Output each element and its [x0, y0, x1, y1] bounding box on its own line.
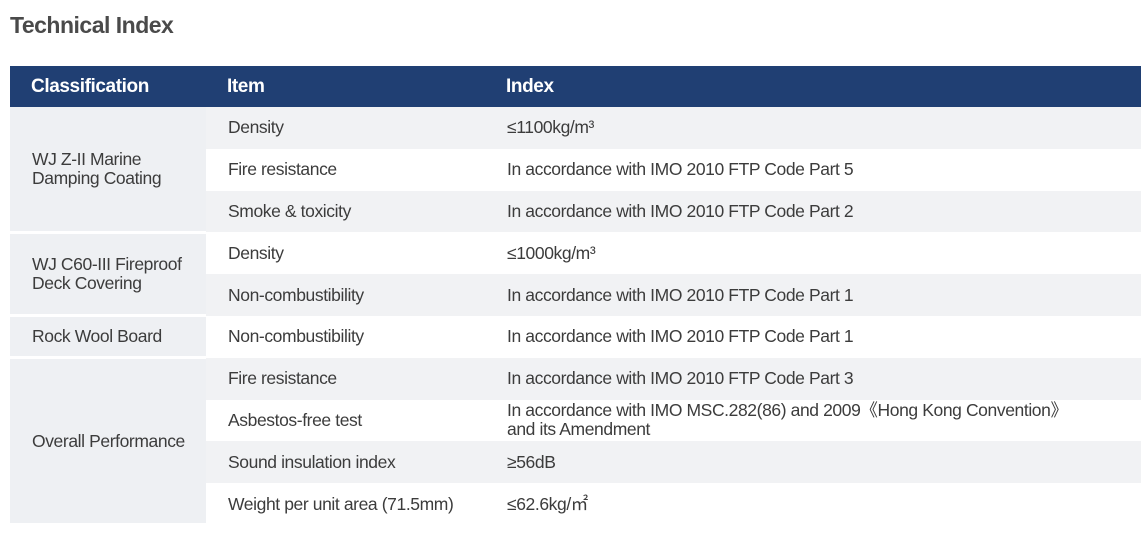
index-cell: ≤1000kg/m³: [485, 232, 1141, 275]
table-row: Rock Wool Board Non-combustibility In ac…: [10, 315, 1141, 360]
item-cell: Fire resistance: [206, 357, 485, 400]
index-cell: In accordance with IMO 2010 FTP Code Par…: [485, 190, 1141, 233]
item-cell: Density: [206, 107, 485, 149]
item-cell: Density: [206, 232, 485, 275]
table-row: Sound insulation index ≥56dB: [10, 441, 1141, 484]
index-cell: ≤1100kg/m³: [485, 107, 1141, 149]
classification-cell: Rock Wool Board: [10, 315, 206, 360]
classification-cell: Overall Performance: [10, 357, 206, 527]
item-cell: Smoke & toxicity: [206, 190, 485, 233]
table-row: Weight per unit area (71.5mm) ≤62.6kg/㎡: [10, 483, 1141, 525]
table-row: Non-combustibility In accordance with IM…: [10, 274, 1141, 316]
header-item: Item: [227, 75, 265, 97]
table-header-row: Classification Item Index: [10, 66, 1141, 107]
table-row: Overall Performance Fire resistance In a…: [10, 357, 1141, 527]
page-title: Technical Index: [10, 12, 174, 38]
index-cell: ≤62.6kg/㎡: [485, 483, 1141, 525]
classification-cell: WJ Z-II Marine Damping Coating: [10, 107, 206, 234]
index-cell: In accordance with IMO MSC.282(86) and 2…: [485, 399, 1141, 442]
table-header: Classification Item Index: [10, 66, 1141, 107]
index-cell: In accordance with IMO 2010 FTP Code Par…: [485, 274, 1141, 316]
header-classification: Classification: [31, 75, 149, 97]
table-row: Asbestos-free test In accordance with IM…: [10, 399, 1141, 442]
item-cell: Non-combustibility: [206, 315, 485, 358]
header-index: Index: [506, 75, 554, 97]
item-cell: Fire resistance: [206, 148, 485, 191]
classification-cell: WJ C60-III Fireproof Deck Covering: [10, 232, 206, 318]
technical-index-table: Classification Item Index WJ Z-II Marine…: [10, 66, 1141, 527]
item-cell: Sound insulation index: [206, 441, 485, 484]
index-cell: In accordance with IMO 2010 FTP Code Par…: [485, 357, 1141, 400]
index-cell: ≥56dB: [485, 441, 1141, 484]
index-cell: In accordance with IMO 2010 FTP Code Par…: [485, 315, 1141, 358]
item-cell: Weight per unit area (71.5mm): [206, 483, 485, 525]
table-row: Smoke & toxicity In accordance with IMO …: [10, 190, 1141, 233]
item-cell: Non-combustibility: [206, 274, 485, 316]
table-row: WJ C60-III Fireproof Deck Covering Densi…: [10, 232, 1141, 318]
item-cell: Asbestos-free test: [206, 399, 485, 442]
table-body: WJ Z-II Marine Damping Coating Density ≤…: [10, 107, 1141, 527]
table-row: Fire resistance In accordance with IMO 2…: [10, 148, 1141, 191]
table-row: WJ Z-II Marine Damping Coating Density ≤…: [10, 107, 1141, 234]
index-cell: In accordance with IMO 2010 FTP Code Par…: [485, 148, 1141, 191]
